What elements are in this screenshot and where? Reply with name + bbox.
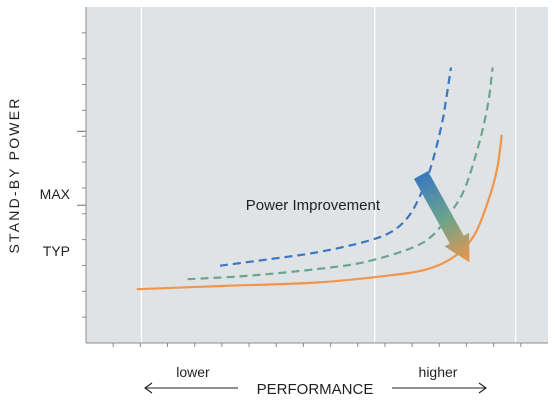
plot-area (86, 7, 548, 343)
y-tick-label-max: MAX (40, 186, 71, 202)
x-direction-label-lower: lower (176, 364, 210, 380)
x-direction-label-higher: higher (419, 364, 458, 380)
power-improvement-arrow (414, 171, 470, 263)
series-line-0 (219, 67, 453, 267)
series-lines (136, 67, 503, 291)
axis-ticks (77, 32, 522, 347)
series-line-1 (187, 67, 494, 281)
improvement-arrow-shape (414, 171, 470, 263)
grid-lines (140, 7, 517, 343)
y-axis-title: STAND-BY POWER (6, 96, 22, 253)
x-axis-title: PERFORMANCE (257, 381, 374, 398)
series-line-2 (136, 134, 503, 291)
annotation-label: Power Improvement (246, 197, 381, 214)
y-tick-label-typ: TYP (43, 243, 70, 259)
right-direction-arrowhead (478, 382, 487, 394)
left-direction-arrowhead (144, 382, 153, 394)
